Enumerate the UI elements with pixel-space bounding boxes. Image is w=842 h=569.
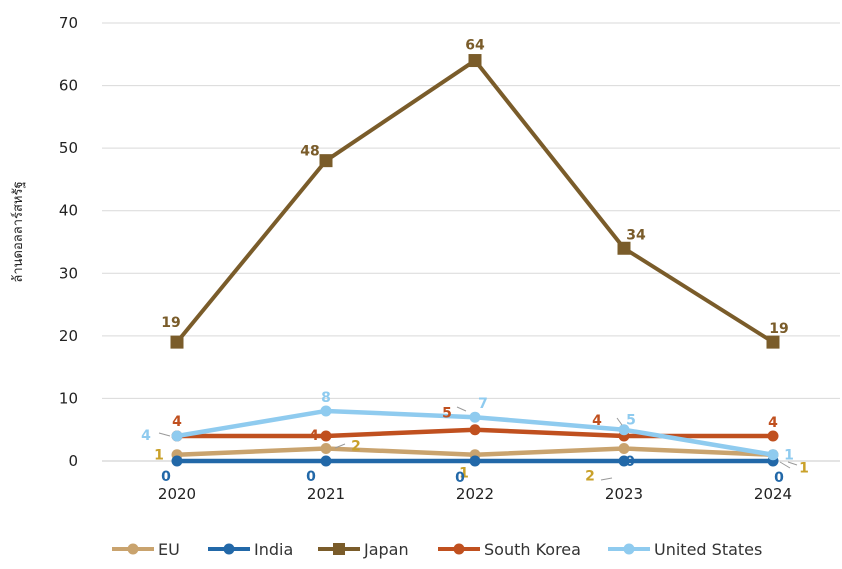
data-point	[766, 335, 780, 349]
y-tick-label: 10	[59, 389, 78, 407]
x-tick-label: 2020	[158, 485, 196, 503]
legend-label: India	[254, 540, 293, 559]
data-label: 48	[300, 144, 319, 160]
x-tick-label: 2023	[605, 485, 643, 503]
data-label: 2	[585, 468, 595, 484]
data-point	[618, 424, 630, 436]
label-leader-line	[456, 406, 467, 412]
y-tick-label: 50	[59, 139, 78, 157]
series	[170, 54, 780, 467]
label-leader-line	[600, 477, 613, 481]
label-leader-line	[779, 461, 791, 469]
series-united-states	[171, 405, 779, 461]
data-label: 0	[625, 454, 635, 470]
legend-label: EU	[158, 540, 180, 559]
label-leader-line	[616, 417, 623, 426]
y-tick-label: 0	[68, 452, 78, 470]
data-label: 4	[172, 414, 182, 430]
y-tick-label: 60	[59, 77, 78, 95]
legend-marker	[223, 543, 235, 555]
x-tick-label: 2022	[456, 485, 494, 503]
data-label: 7	[478, 396, 488, 412]
y-tick-label: 30	[59, 264, 78, 282]
legend-item-japan: Japan	[318, 540, 409, 559]
series-india	[171, 455, 779, 467]
y-axis: 0 10 20 30 40 50 60 70	[59, 14, 78, 470]
data-point	[320, 405, 332, 417]
y-tick-label: 70	[59, 14, 78, 32]
y-tick-label: 20	[59, 327, 78, 345]
data-label: 4	[141, 428, 151, 444]
data-label: 0	[161, 469, 171, 485]
label-leader-line	[334, 443, 346, 449]
data-label: 1	[154, 448, 164, 464]
series-line	[175, 58, 775, 345]
data-point	[320, 430, 332, 442]
data-label: 0	[455, 470, 465, 486]
data-label: 0	[306, 469, 316, 485]
data-point	[171, 455, 183, 467]
data-label: 34	[626, 227, 646, 243]
legend-item-india: India	[208, 540, 293, 559]
data-label: 4	[592, 413, 602, 429]
data-label: 4	[768, 415, 778, 431]
data-label: 8	[321, 390, 331, 406]
data-label: 1	[784, 448, 794, 464]
data-point	[319, 154, 333, 168]
legend-marker	[127, 543, 139, 555]
data-label: 5	[442, 406, 452, 422]
data-point	[469, 411, 481, 423]
data-label: 0	[774, 470, 784, 486]
label-leader-line	[158, 432, 171, 437]
data-label: 1	[799, 461, 809, 477]
legend: EU India Japan South Korea United States	[112, 540, 762, 559]
data-point	[617, 241, 631, 255]
x-tick-label: 2024	[754, 485, 792, 503]
data-label: 5	[626, 413, 636, 429]
data-label: 1	[459, 466, 469, 482]
legend-item-eu: EU	[112, 540, 180, 559]
data-point	[170, 335, 184, 349]
y-tick-label: 40	[59, 202, 78, 220]
legend-marker	[333, 543, 345, 555]
data-point	[468, 54, 482, 68]
y-axis-title: ล้านดอลลาร์สหรัฐ	[10, 181, 26, 282]
legend-item-united-states: United States	[608, 540, 762, 559]
x-axis: 2020 2021 2022 2023 2024	[158, 485, 792, 503]
legend-marker	[453, 543, 465, 555]
legend-marker	[623, 543, 635, 555]
data-point	[469, 424, 481, 436]
data-label: 64	[465, 38, 485, 54]
data-point	[320, 442, 332, 454]
data-point	[320, 455, 332, 467]
data-label: 19	[161, 315, 180, 331]
label-leader-line	[787, 461, 798, 466]
series-japan	[170, 54, 780, 349]
data-point	[618, 455, 630, 467]
data-point	[767, 430, 779, 442]
x-tick-label: 2021	[307, 485, 345, 503]
data-point	[618, 442, 630, 454]
grid	[102, 22, 840, 462]
legend-label: Japan	[363, 540, 409, 559]
data-point	[171, 430, 183, 442]
legend-item-south-korea: South Korea	[438, 540, 581, 559]
data-point	[469, 455, 481, 467]
data-label: 2	[351, 438, 361, 454]
legend-label: United States	[654, 540, 762, 559]
data-label: 19	[769, 321, 788, 337]
data-label: 4	[309, 428, 319, 444]
legend-label: South Korea	[484, 540, 581, 559]
data-point	[767, 449, 779, 461]
